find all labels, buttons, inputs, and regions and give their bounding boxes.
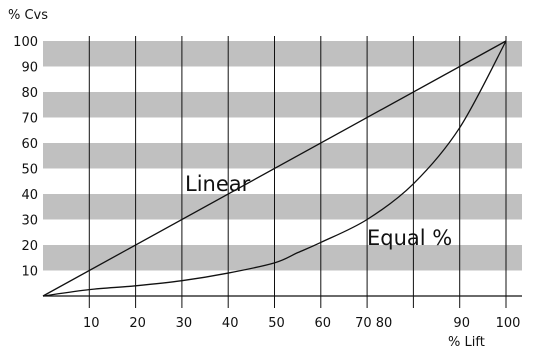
y-tick-label: 80 (21, 86, 38, 101)
x-tick-label: 90 (453, 316, 470, 331)
series-layer (42, 40, 507, 297)
y-tick-label: 50 (21, 163, 38, 178)
y-tick-label: 10 (21, 265, 38, 280)
y-tick-label: 20 (21, 239, 38, 254)
grid-band (43, 41, 522, 67)
y-tick-label: 90 (21, 61, 38, 76)
equal-percent-series-label: Equal % (367, 226, 452, 250)
x-tick-label: 100 (496, 316, 521, 331)
equal-percent-series-line (42, 40, 507, 297)
y-tick-label: 60 (21, 137, 38, 152)
x-axis-title: % Lift (448, 335, 485, 350)
horizontal-bands (43, 41, 522, 271)
y-tick-label: 70 (21, 112, 38, 127)
y-tick-label: 100 (13, 35, 38, 50)
x-tick-label: 20 (129, 316, 146, 331)
x-tick-label: 50 (268, 316, 285, 331)
x-tick-label: 60 (315, 316, 332, 331)
x-tick-label: 40 (222, 316, 239, 331)
x-tick-label: 10 (83, 316, 100, 331)
y-axis-title: % Cvs (8, 8, 48, 23)
grid-band (43, 245, 522, 271)
y-tick-label: 40 (21, 188, 38, 203)
y-tick-labels: 10 20 30 40 50 60 70 80 90 100 (13, 35, 38, 280)
x-tick-label: 70 80 (355, 316, 392, 331)
linear-series-line (42, 40, 507, 297)
x-tick-labels: 10 20 30 40 50 60 70 80 90 100 (83, 316, 520, 331)
grid-band (43, 194, 522, 220)
vertical-grid-lines (88, 36, 507, 308)
linear-series-label: Linear (185, 172, 251, 196)
grid-band (43, 92, 522, 118)
y-tick-label: 30 (21, 214, 38, 229)
x-tick-label: 30 (176, 316, 193, 331)
